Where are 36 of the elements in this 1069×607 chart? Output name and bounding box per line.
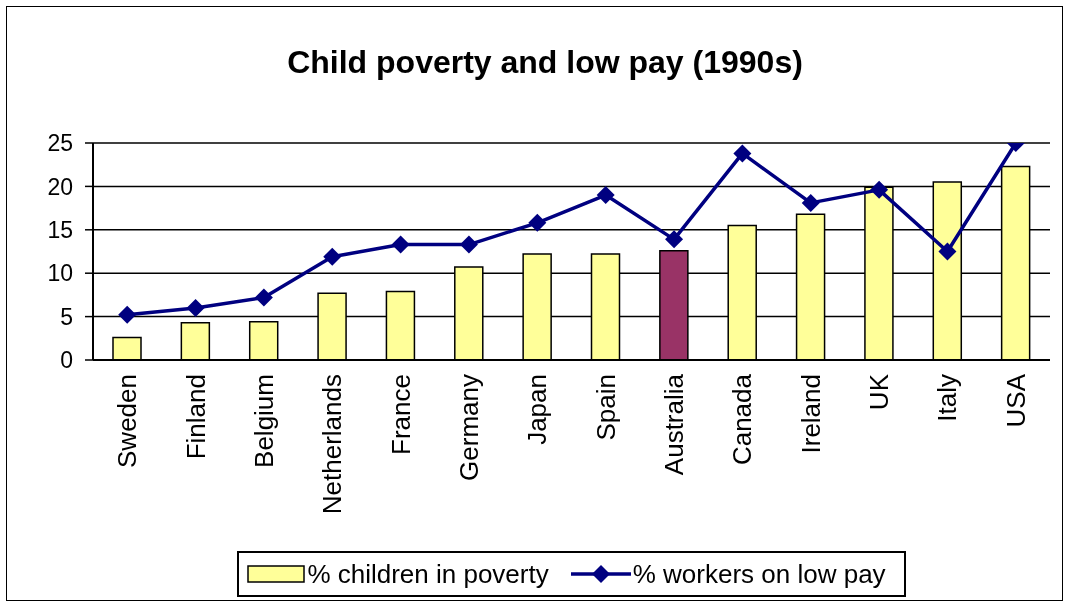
y-tick-label: 5	[60, 303, 73, 330]
y-tick-label: 20	[47, 173, 73, 200]
x-tick-label: Italy	[932, 374, 963, 422]
point	[733, 144, 752, 163]
x-tick-label: Germany	[453, 374, 484, 481]
x-tick-label: Finland	[180, 374, 211, 460]
point	[186, 298, 205, 317]
legend-label: % children in poverty	[307, 558, 549, 590]
y-tick-label: 25	[47, 130, 73, 157]
chart-title: Child poverty and low pay (1990s)	[286, 43, 804, 81]
x-tick-label: France	[385, 374, 416, 455]
x-tick-label: USA	[1000, 373, 1031, 428]
y-tick-label: 15	[47, 216, 73, 243]
point	[665, 230, 684, 249]
x-tick-label: Australia	[659, 373, 690, 476]
point	[391, 235, 410, 254]
point	[938, 242, 957, 261]
x-tick-label: Belgium	[248, 374, 279, 468]
x-tick-label: Japan	[522, 374, 553, 445]
legend-label: % workers on low pay	[632, 558, 886, 590]
x-tick-label: Sweden	[112, 374, 143, 468]
x-tick-label: UK	[864, 373, 895, 411]
point	[118, 305, 137, 324]
point	[801, 193, 820, 212]
point	[528, 213, 547, 232]
point	[323, 247, 342, 266]
point	[459, 235, 478, 254]
x-tick-label: Spain	[590, 374, 621, 441]
x-tick-label: Netherlands	[317, 374, 348, 515]
x-tick-label: Ireland	[795, 374, 826, 454]
point	[596, 186, 615, 205]
point	[254, 288, 273, 307]
y-tick-label: 0	[60, 347, 73, 374]
y-tick-label: 10	[47, 260, 73, 287]
point	[870, 180, 889, 199]
x-tick-label: Canada	[727, 373, 758, 466]
